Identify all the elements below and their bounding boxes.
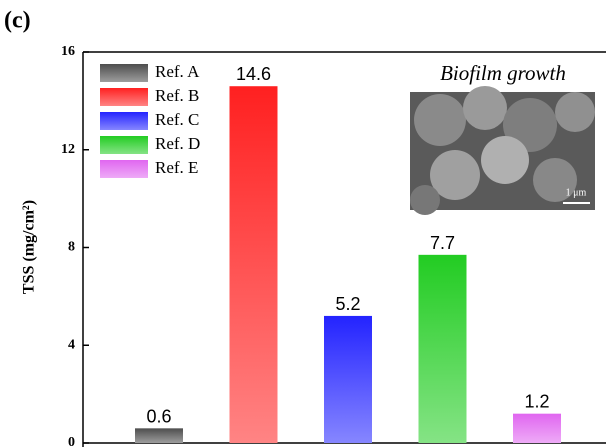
inset-image: 1 μm [410, 86, 595, 215]
legend-label: Ref. B [155, 86, 199, 105]
scale-bar-label: 1 μm [566, 187, 587, 198]
value-label: 5.2 [335, 294, 360, 314]
bar [324, 316, 372, 443]
legend-swatch [100, 160, 148, 178]
bar [230, 86, 278, 443]
legend-swatch [100, 88, 148, 106]
y-tick-label: 16 [61, 44, 75, 59]
y-tick-label: 0 [68, 435, 75, 447]
y-axis-label: TSS (mg/cm²) [21, 200, 38, 294]
legend-swatch [100, 64, 148, 82]
legend-swatch [100, 136, 148, 154]
y-tick-label: 8 [68, 240, 75, 255]
legend-label: Ref. A [155, 62, 200, 81]
bar [513, 414, 561, 443]
legend-label: Ref. C [155, 110, 199, 129]
panel-label: (c) [4, 8, 31, 34]
value-label: 7.7 [430, 233, 455, 253]
value-label: 1.2 [524, 392, 549, 412]
legend-label: Ref. D [155, 134, 200, 153]
chart: (c) TSS (mg/cm²) Biofilm growth 1 μm 0 4 8… [0, 0, 606, 447]
bar [419, 255, 467, 443]
annotation: Biofilm growth [440, 61, 566, 85]
legend-swatch [100, 112, 148, 130]
legend-label: Ref. E [155, 158, 198, 177]
y-tick-label: 12 [61, 142, 75, 157]
value-label: 14.6 [236, 64, 271, 84]
value-label: 0.6 [146, 406, 171, 426]
y-tick-label: 4 [68, 337, 75, 352]
bar [135, 428, 183, 443]
